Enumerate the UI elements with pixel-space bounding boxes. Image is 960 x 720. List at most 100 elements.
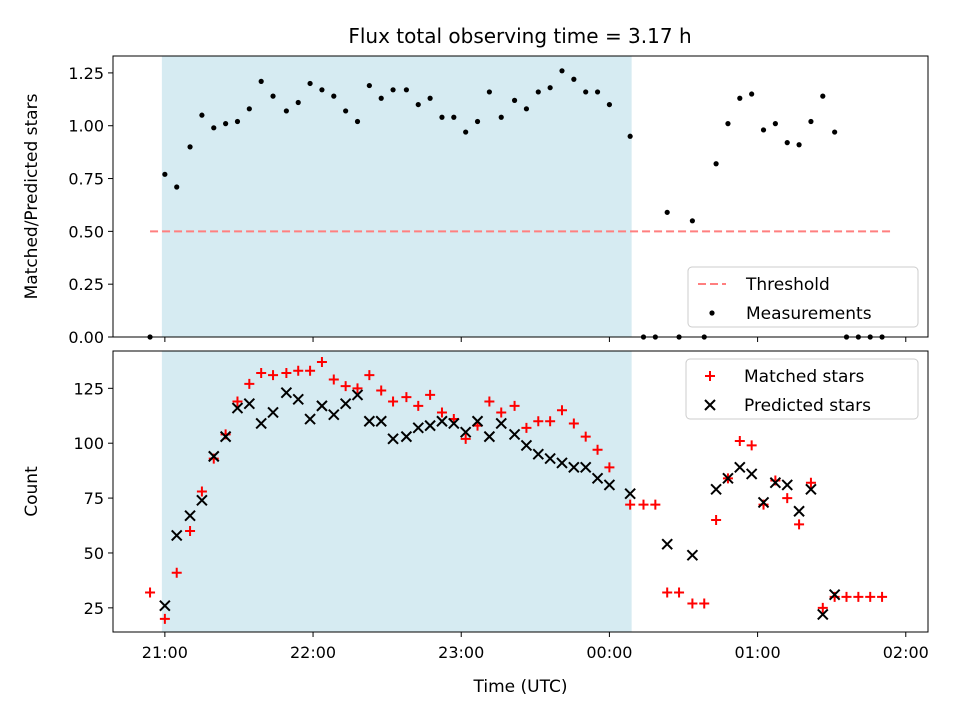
matched-stars-point	[305, 365, 316, 376]
measurements-point	[511, 97, 518, 103]
measurements-point	[689, 218, 695, 224]
predicted-stars-point	[722, 472, 734, 485]
measurements-point	[427, 95, 433, 101]
matched-stars-point	[388, 396, 399, 407]
predicted-stars-point	[532, 448, 544, 460]
measurements-point	[403, 87, 409, 93]
matched-stars-point	[268, 370, 279, 381]
measurements-point	[378, 95, 384, 101]
matched-stars-point	[853, 591, 864, 602]
top-observing-span	[161, 56, 632, 337]
measurements-point	[415, 101, 421, 108]
matched-stars-point	[293, 365, 304, 376]
matched-stars-point	[316, 356, 327, 367]
top-series-layer	[147, 68, 891, 340]
measurements-point	[270, 93, 276, 99]
predicted-stars-point	[328, 408, 340, 421]
predicted-stars-point	[757, 496, 770, 509]
bottom-y-axis-label: Count	[22, 466, 42, 517]
bot-series-1	[159, 387, 841, 621]
matched-stars-point	[509, 400, 520, 411]
matched-stars-point	[352, 383, 363, 394]
top-legend-label: Measurements	[746, 304, 872, 324]
predicted-stars-point	[424, 419, 436, 432]
matched-stars-point	[425, 389, 436, 400]
matched-stars-point	[580, 431, 591, 442]
matched-stars-point	[364, 370, 375, 381]
matched-stars-point	[746, 440, 757, 451]
measurements-point	[535, 89, 541, 95]
measurements-point	[725, 121, 731, 127]
measurements-point	[486, 89, 492, 95]
top-y-tick-label: 0.50	[68, 222, 104, 241]
predicted-stars-point	[412, 422, 424, 434]
matched-stars-point	[650, 499, 661, 510]
measurements-point	[547, 85, 553, 91]
predicted-stars-point	[471, 415, 484, 427]
matched-stars-point	[533, 416, 544, 427]
top-legend-label: Threshold	[745, 275, 830, 295]
measurements-point	[366, 82, 372, 89]
matched-stars-point	[877, 591, 888, 602]
measurements-point	[749, 91, 755, 97]
predicted-stars-point	[591, 472, 604, 485]
predicted-stars-point	[495, 417, 507, 430]
top-y-tick-label: 0.00	[68, 328, 104, 347]
predicted-stars-point	[339, 397, 352, 410]
measurements-point	[784, 140, 790, 146]
measurements-point	[295, 99, 301, 106]
predicted-stars-point	[208, 450, 220, 463]
measurements-point	[174, 184, 180, 190]
predicted-stars-point	[828, 588, 841, 601]
predicted-stars-point	[769, 477, 782, 489]
bot-x-tick-label: 00:00	[586, 643, 632, 662]
predicted-stars-point	[793, 505, 805, 517]
predicted-stars-point	[363, 415, 376, 427]
top-x-axis-ticks	[164, 337, 907, 342]
matched-stars-point	[794, 519, 805, 530]
measurements-point	[820, 93, 826, 99]
predicted-stars-point	[603, 479, 616, 491]
matched-stars-point	[328, 374, 339, 385]
measurements-point	[796, 142, 802, 148]
matched-stars-point	[484, 396, 495, 407]
measurements-point	[664, 209, 670, 215]
measurements-point	[234, 118, 241, 125]
bottom-legend: Matched stars Predicted stars	[685, 358, 919, 420]
predicted-stars-point	[184, 509, 196, 522]
bottom-x-axis-ticks: 21:00 22:00 23:00 00:00 01:00 02:00	[142, 632, 929, 662]
measurements-point	[187, 144, 193, 150]
measurements-point	[258, 78, 264, 84]
matched-stars-point	[568, 418, 579, 429]
figure-title: Flux total observing time = 3.17 h	[348, 24, 691, 48]
measurements-point	[713, 161, 719, 167]
measurements-point	[307, 80, 313, 87]
measurements-point	[283, 108, 289, 114]
bottom-panel: 25 50 75 100 125 21:00 22:00 23:00 00:00 01:00 02…	[22, 350, 929, 697]
measurements-point	[559, 68, 565, 74]
measurements-point	[331, 93, 337, 99]
bot-y-tick-label: 25	[84, 599, 104, 618]
matched-stars-point	[159, 613, 170, 624]
predicted-stars-point	[159, 599, 171, 612]
predicted-stars-point	[568, 461, 580, 474]
measurements-point	[760, 127, 767, 133]
measurements-point	[594, 89, 601, 95]
top-plot-frame	[112, 55, 929, 338]
predicted-stars-point	[292, 393, 304, 406]
bot-y-tick-label: 100	[73, 434, 104, 453]
matched-stars-point	[662, 587, 673, 598]
bot-x-tick-label: 23:00	[438, 643, 484, 662]
measurements-point	[343, 108, 349, 114]
predicted-stars-point	[661, 538, 673, 550]
matched-stars-point	[625, 499, 636, 510]
measurements-point	[627, 133, 633, 139]
predicted-stars-point	[781, 479, 793, 491]
predicted-stars-point	[171, 529, 183, 542]
predicted-stars-point	[375, 415, 387, 427]
bot-legend-label: Matched stars	[744, 367, 864, 387]
measurements-point	[390, 87, 396, 93]
bot-x-tick-label: 21:00	[142, 643, 188, 662]
measurements-point	[808, 118, 814, 125]
